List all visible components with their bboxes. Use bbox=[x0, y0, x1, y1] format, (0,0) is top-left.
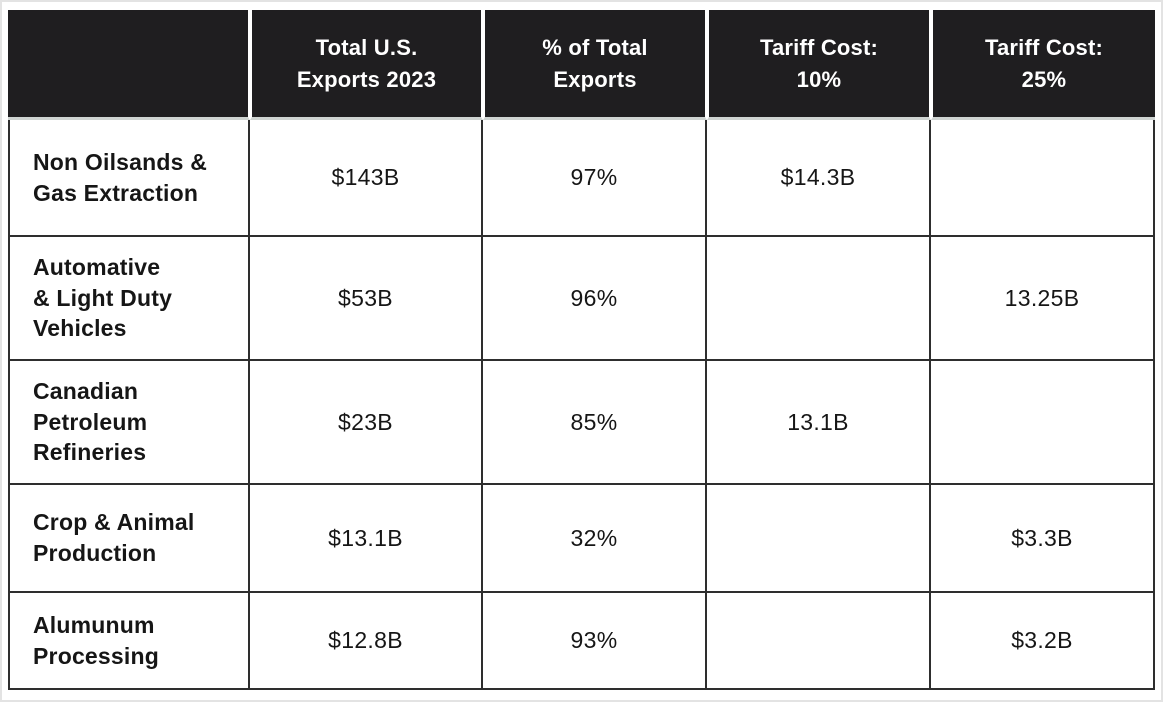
cell-petroleum-tariff-25 bbox=[931, 361, 1155, 485]
row-label-crop-animal: Crop & Animal Production bbox=[8, 485, 250, 593]
header-cell-tariff-10: Tariff Cost: 10% bbox=[707, 10, 931, 120]
cell-automotive-tariff-25: 13.25B bbox=[931, 237, 1155, 361]
cell-aluminum-tariff-10 bbox=[707, 593, 931, 690]
cell-aluminum-pct-of-total: 93% bbox=[483, 593, 707, 690]
cell-automotive-pct-of-total: 96% bbox=[483, 237, 707, 361]
cell-crop-animal-tariff-10 bbox=[707, 485, 931, 593]
cell-non-oilsands-tariff-25 bbox=[931, 120, 1155, 237]
tariff-table: Total U.S. Exports 2023 % of Total Expor… bbox=[8, 10, 1155, 690]
cell-aluminum-total-exports: $12.8B bbox=[250, 593, 483, 690]
header-cell-tariff-25: Tariff Cost: 25% bbox=[931, 10, 1155, 120]
cell-non-oilsands-total-exports: $143B bbox=[250, 120, 483, 237]
cell-automotive-total-exports: $53B bbox=[250, 237, 483, 361]
cell-crop-animal-pct-of-total: 32% bbox=[483, 485, 707, 593]
row-label-aluminum-processing: Alumunum Processing bbox=[8, 593, 250, 690]
header-cell-category bbox=[8, 10, 250, 120]
cell-crop-animal-tariff-25: $3.3B bbox=[931, 485, 1155, 593]
row-label-automotive: Automative & Light Duty Vehicles bbox=[8, 237, 250, 361]
header-cell-total-exports: Total U.S. Exports 2023 bbox=[250, 10, 483, 120]
cell-crop-animal-total-exports: $13.1B bbox=[250, 485, 483, 593]
row-label-petroleum-refineries: Canadian Petroleum Refineries bbox=[8, 361, 250, 485]
cell-petroleum-pct-of-total: 85% bbox=[483, 361, 707, 485]
row-label-non-oilsands: Non Oilsands & Gas Extraction bbox=[8, 120, 250, 237]
cell-petroleum-total-exports: $23B bbox=[250, 361, 483, 485]
cell-automotive-tariff-10 bbox=[707, 237, 931, 361]
cell-non-oilsands-tariff-10: $14.3B bbox=[707, 120, 931, 237]
cell-petroleum-tariff-10: 13.1B bbox=[707, 361, 931, 485]
cell-non-oilsands-pct-of-total: 97% bbox=[483, 120, 707, 237]
cell-aluminum-tariff-25: $3.2B bbox=[931, 593, 1155, 690]
header-cell-pct-of-total: % of Total Exports bbox=[483, 10, 707, 120]
